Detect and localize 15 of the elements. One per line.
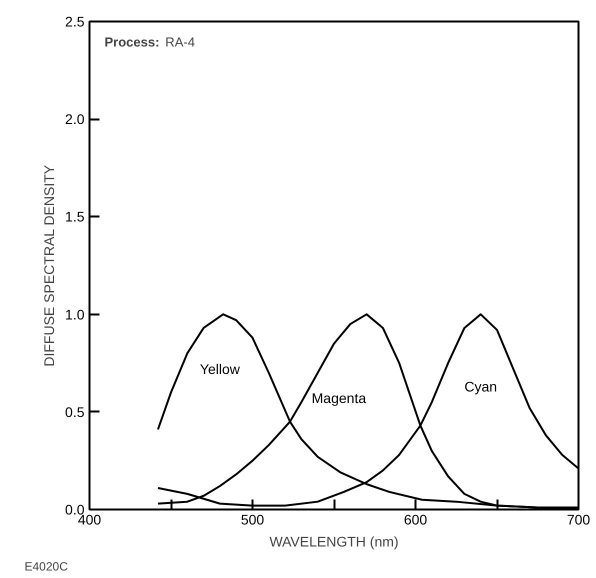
- x-tick-label: 600: [404, 512, 428, 528]
- y-axis-title: DIFFUSE SPECTRAL DENSITY: [41, 164, 58, 367]
- y-tick-label: 2.5: [65, 14, 85, 30]
- y-tick-label: 0.5: [65, 404, 85, 420]
- x-tick-label: 500: [240, 512, 264, 528]
- x-tick-label: 700: [566, 512, 590, 528]
- y-tick-label: 2.0: [65, 111, 85, 128]
- x-axis-title: WAVELENGTH (nm): [269, 534, 399, 550]
- series-label: Magenta: [312, 390, 366, 406]
- y-tick-label: 1.0: [65, 306, 85, 322]
- series-label: Cyan: [464, 378, 498, 395]
- annotation: Process: RA-4: [104, 34, 195, 50]
- text: E4020C: [24, 560, 68, 574]
- series-label: Yellow: [200, 360, 241, 377]
- y-tick-label: 1.5: [65, 208, 85, 225]
